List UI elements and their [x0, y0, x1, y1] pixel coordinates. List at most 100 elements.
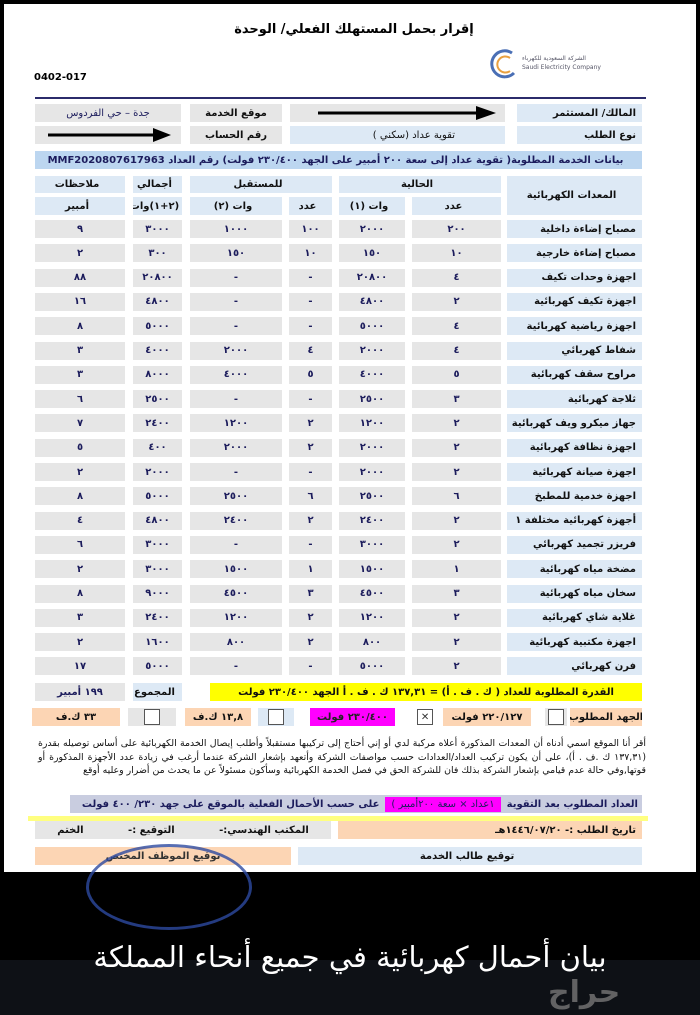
future-watt: ١٥٠٠ [190, 560, 282, 579]
header-notes: ملاحظات [35, 176, 125, 193]
current-watt: ١٢٠٠ [339, 414, 405, 433]
total-watt: ٢٠٨٠٠ [133, 268, 182, 287]
amps: ٨٨ [35, 268, 125, 287]
future-count: ١ [289, 560, 332, 579]
current-watt: ٢٠٠٠ [339, 463, 405, 481]
equipment-name: اجهزة خدمية للمطبخ [507, 487, 642, 506]
total-watt: ٩٠٠٠ [133, 584, 182, 603]
current-count: ٢ [412, 608, 501, 627]
amps: ٥ [35, 438, 125, 457]
future-count: - [289, 317, 332, 336]
header-watt2: وات (٢) [190, 197, 282, 215]
caption-text: بيان أحمال كهربائية في جميع أنحاء المملك… [93, 940, 607, 974]
total-watt: ٢٥٠٠ [133, 390, 182, 409]
future-watt: - [190, 268, 282, 287]
total-watt: ٤٨٠٠ [133, 511, 182, 530]
future-watt: ٢٤٠٠ [190, 511, 282, 530]
amps: ٣ [35, 365, 125, 384]
current-watt: ٥٠٠٠ [339, 317, 405, 336]
future-watt: ٤٠٠٠ [190, 365, 282, 384]
future-count: ١٠ [289, 244, 332, 263]
future-count: - [289, 292, 332, 311]
voltage-400-option: ٢٣٠/٤٠٠ فولت [310, 708, 395, 726]
voltage-13kv-checkbox[interactable] [258, 708, 294, 726]
future-count: ٤ [289, 341, 332, 360]
current-count: ١ [412, 560, 501, 579]
divider [35, 97, 646, 99]
voltage-13kv-option: ١٣,٨ ك.ف [185, 708, 251, 726]
voltage-220-checkbox[interactable] [545, 708, 567, 726]
company-logo: الشركة السعودية للكهرباء Saudi Electrici… [488, 49, 601, 83]
equipment-name: اجهزة صيانة كهربائية [507, 463, 642, 481]
future-count: ١٠٠ [289, 220, 332, 238]
amps: ٢ [35, 244, 125, 263]
equipment-name: مصباح إضاءة خارجية [507, 244, 642, 263]
amps: ٨ [35, 487, 125, 506]
request-date: تاريخ الطلب :- ١٤٤٦/٠٧/٢٠هـ [338, 821, 642, 839]
future-count: ٢ [289, 438, 332, 457]
future-watt: ٢٥٠٠ [190, 487, 282, 506]
future-count: - [289, 535, 332, 554]
office-section: المكتب الهندسي:- التوقيع :- الختم [35, 821, 331, 839]
account-label: رقم الحساب [190, 126, 282, 144]
voltage-33kv-option: ٣٣ ك.ف [32, 708, 120, 726]
voltage-220-option: ٢٢٠/١٢٧ فولت [443, 708, 531, 726]
header-future: للمستقبل [190, 176, 332, 193]
applicant-signature: توقيع طالب الخدمة [298, 847, 642, 865]
meter-label: العداد المطلوب بعد التقوية [506, 798, 638, 810]
amps: ٣ [35, 608, 125, 627]
current-watt: ٢٠٨٠٠ [339, 268, 405, 287]
amps: ٨ [35, 584, 125, 603]
future-watt: - [190, 390, 282, 409]
voltage-400-checkbox[interactable]: ✕ [413, 708, 437, 726]
amps: ٩ [35, 220, 125, 238]
current-count: ٥ [412, 365, 501, 384]
current-count: ٢ [412, 463, 501, 481]
equipment-name: اجهزة تكيف كهربائية [507, 292, 642, 311]
location-label: موقع الخدمة [190, 104, 282, 122]
equipment-name: اجهزة رياضية كهربائية [507, 317, 642, 336]
logo-icon [490, 49, 516, 79]
total-watt: ٢٤٠٠ [133, 414, 182, 433]
current-count: ٢٠٠ [412, 220, 501, 238]
current-watt: ١٥٠٠ [339, 560, 405, 579]
current-count: ٢ [412, 633, 501, 652]
capacity-summary: القدرة المطلوبة للعداد ( ك . ف . أ) = ١٣… [210, 683, 642, 701]
equipment-name: أجهزة كهربائية مختلفة ١ [507, 511, 642, 530]
voltage-33kv-checkbox[interactable] [128, 708, 176, 726]
amps: ٧ [35, 414, 125, 433]
service-data-bar: بيانات الخدمة المطلوبة( تقوية عداد إلى س… [35, 151, 642, 169]
total-watt: ٢٠٠٠ [133, 463, 182, 481]
total-watt: ٣٠٠ [133, 244, 182, 263]
future-watt: ١٢٠٠ [190, 414, 282, 433]
current-count: ٢ [412, 535, 501, 554]
current-watt: ٨٠٠ [339, 633, 405, 652]
amps: ١٧ [35, 657, 125, 676]
equipment-name: فريزر تجميد كهربائي [507, 535, 642, 554]
total-watt: ٣٠٠٠ [133, 535, 182, 554]
haraj-watermark: حراج [548, 975, 621, 1010]
future-count: - [289, 390, 332, 409]
current-watt: ٢٠٠٠ [339, 341, 405, 360]
current-count: ٦ [412, 487, 501, 506]
form-title: إقرار بحمل المستهلك الفعلي/ الوحدة [234, 22, 474, 37]
future-watt: ٨٠٠ [190, 633, 282, 652]
future-watt: - [190, 317, 282, 336]
current-count: ٢ [412, 511, 501, 530]
equipment-name: اجهزة مكتبية كهربائية [507, 633, 642, 652]
total-value: ١٩٩ أمبير [35, 683, 125, 701]
declaration-text: أقر أنا الموقع اسمي أدناه أن المعدات الم… [38, 738, 646, 776]
future-count: ٣ [289, 584, 332, 603]
seal-label: الختم [57, 824, 84, 836]
total-watt: ٥٠٠٠ [133, 487, 182, 506]
amps: ٨ [35, 317, 125, 336]
meter-highlight: ١عداد × سعة ٢٠٠أمبير ) [385, 796, 501, 812]
future-watt: - [190, 292, 282, 311]
total-watt: ٤٨٠٠ [133, 292, 182, 311]
equipment-name: فرن كهربائي [507, 657, 642, 676]
total-watt: ٥٠٠٠ [133, 657, 182, 676]
future-count: ٦ [289, 487, 332, 506]
current-count: ٤ [412, 317, 501, 336]
current-count: ٢ [412, 292, 501, 311]
current-count: ٣ [412, 584, 501, 603]
